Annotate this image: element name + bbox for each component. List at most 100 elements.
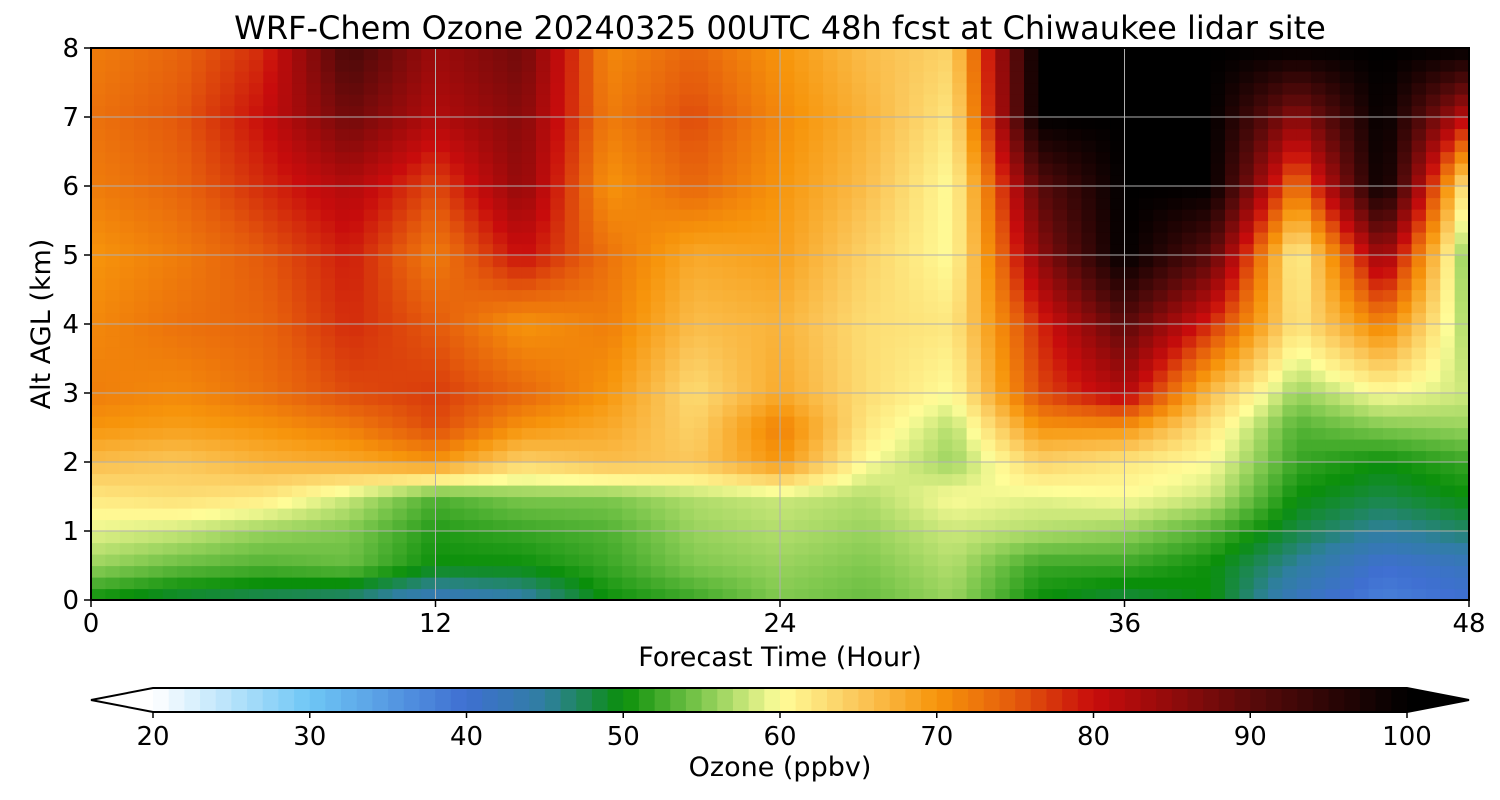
- heatmap-cell: [1282, 82, 1298, 95]
- heatmap-cell: [708, 209, 724, 222]
- heatmap-cell: [234, 335, 250, 348]
- heatmap-cell: [722, 209, 738, 222]
- heatmap-cell: [1425, 450, 1441, 463]
- heatmap-cell: [952, 519, 968, 532]
- heatmap-cell: [191, 151, 207, 164]
- heatmap-cell: [105, 347, 121, 360]
- heatmap-cell: [277, 174, 293, 187]
- heatmap-cell: [1210, 324, 1226, 337]
- heatmap-cell: [378, 588, 394, 600]
- heatmap-cell: [923, 531, 939, 544]
- heatmap-cell: [880, 565, 896, 578]
- heatmap-cell: [406, 473, 422, 486]
- heatmap-cell: [550, 48, 566, 61]
- heatmap-cell: [349, 82, 365, 95]
- heatmap-cell: [320, 496, 336, 509]
- heatmap-cell: [1067, 140, 1083, 153]
- heatmap-cell: [1425, 151, 1441, 164]
- heatmap-cell: [636, 105, 652, 118]
- heatmap-cell: [894, 404, 910, 417]
- heatmap-cell: [1296, 531, 1312, 544]
- heatmap-cell: [708, 496, 724, 509]
- heatmap-cell: [1425, 82, 1441, 95]
- heatmap-cell: [1196, 347, 1212, 360]
- heatmap-cell: [909, 140, 925, 153]
- heatmap-cell: [91, 232, 106, 245]
- heatmap-cell: [478, 301, 494, 314]
- heatmap-cell: [823, 289, 839, 302]
- colorbar-swatch: [372, 688, 389, 712]
- heatmap-cell: [191, 105, 207, 118]
- heatmap-cell: [679, 59, 695, 72]
- heatmap-cell: [263, 381, 279, 394]
- heatmap-cell: [665, 577, 681, 590]
- heatmap-cell: [521, 565, 537, 578]
- heatmap-cell: [492, 59, 508, 72]
- heatmap-cell: [1339, 209, 1355, 222]
- heatmap-cell: [177, 450, 193, 463]
- heatmap-cell: [894, 347, 910, 360]
- heatmap-cell: [134, 94, 150, 107]
- heatmap-cell: [406, 266, 422, 279]
- heatmap-cell: [105, 577, 121, 590]
- heatmap-cell: [736, 174, 752, 187]
- heatmap-cell: [234, 473, 250, 486]
- heatmap-cell: [736, 232, 752, 245]
- heatmap-cell: [736, 508, 752, 521]
- heatmap-cell: [191, 335, 207, 348]
- heatmap-cell: [162, 508, 178, 521]
- heatmap-cell: [765, 82, 781, 95]
- heatmap-cell: [392, 140, 408, 153]
- heatmap-cell: [550, 358, 566, 371]
- heatmap-cell: [980, 358, 996, 371]
- heatmap-cell: [1181, 358, 1197, 371]
- heatmap-cell: [277, 508, 293, 521]
- heatmap-cell: [880, 301, 896, 314]
- heatmap-cell: [291, 128, 307, 141]
- heatmap-cell: [909, 163, 925, 176]
- heatmap-cell: [937, 519, 953, 532]
- heatmap-cell: [909, 209, 925, 222]
- heatmap-cell: [320, 393, 336, 406]
- heatmap-cell: [665, 220, 681, 233]
- heatmap-cell: [1067, 82, 1083, 95]
- heatmap-cell: [866, 163, 882, 176]
- heatmap-cell: [1210, 220, 1226, 233]
- heatmap-cell: [1311, 358, 1327, 371]
- heatmap-cell: [535, 266, 551, 279]
- heatmap-cell: [335, 542, 350, 555]
- heatmap-cell: [421, 358, 437, 371]
- heatmap-cell: [1440, 71, 1456, 84]
- heatmap-cell: [866, 232, 882, 245]
- heatmap-cell: [1038, 473, 1054, 486]
- heatmap-cell: [909, 151, 925, 164]
- heatmap-cell: [780, 151, 795, 164]
- heatmap-cell: [1081, 588, 1097, 600]
- heatmap-cell: [1311, 94, 1327, 107]
- heatmap-cell: [765, 439, 781, 452]
- heatmap-cell: [650, 289, 666, 302]
- heatmap-cell: [291, 94, 307, 107]
- heatmap-cell: [1282, 542, 1298, 555]
- heatmap-cell: [521, 220, 537, 233]
- heatmap-cell: [234, 439, 250, 452]
- chart-title: WRF-Chem Ozone 20240325 00UTC 48h fcst a…: [234, 9, 1326, 47]
- heatmap-cell: [708, 278, 724, 291]
- heatmap-cell: [119, 71, 135, 84]
- heatmap-cell: [1296, 496, 1312, 509]
- heatmap-cell: [1382, 370, 1398, 383]
- heatmap-cell: [1024, 140, 1039, 153]
- heatmap-cell: [91, 278, 106, 291]
- colorbar-extend-high: [1407, 688, 1469, 712]
- heatmap-cell: [1354, 347, 1370, 360]
- heatmap-cell: [507, 542, 523, 555]
- heatmap-cell: [148, 473, 164, 486]
- heatmap-cell: [1382, 174, 1398, 187]
- heatmap-cell: [1024, 301, 1039, 314]
- heatmap-cell: [765, 312, 781, 325]
- heatmap-cell: [650, 370, 666, 383]
- heatmap-cell: [435, 59, 451, 72]
- heatmap-cell: [1454, 174, 1469, 187]
- heatmap-cell: [1239, 94, 1255, 107]
- heatmap-cell: [492, 186, 508, 199]
